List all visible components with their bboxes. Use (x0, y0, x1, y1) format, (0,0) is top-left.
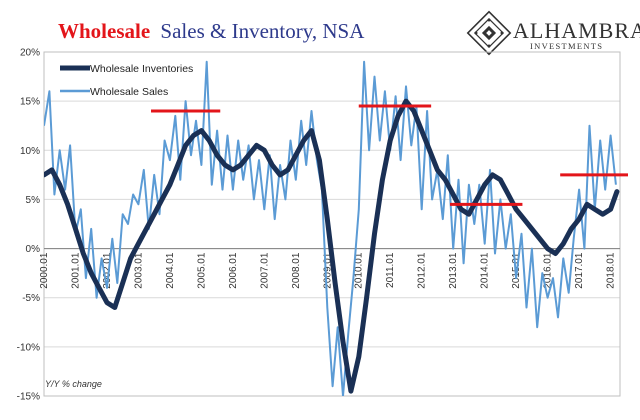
brand-subtitle: INVESTMENTS (530, 41, 603, 51)
legend-label-sales: Wholesale Sales (90, 86, 168, 98)
y-tick-label: 0% (26, 244, 41, 255)
brand-name: ALHAMBRA (513, 18, 640, 43)
x-tick-label: 2018.01 (606, 252, 617, 289)
x-tick-label: 2013.01 (448, 252, 459, 289)
y-tick-label: -10% (17, 342, 40, 353)
x-tick-label: 2007.01 (259, 252, 270, 289)
y-tick-label: -5% (22, 293, 40, 304)
x-tick-label: 2003.01 (133, 252, 144, 289)
x-tick-label: 2016.01 (543, 252, 554, 289)
chart-title: Wholesale Sales & Inventory, NSA (58, 19, 365, 43)
x-tick-label: 2000.01 (39, 252, 50, 289)
chart-title-highlight: Wholesale (58, 19, 150, 43)
x-tick-label: 2017.01 (574, 252, 585, 289)
y-tick-label: 10% (20, 146, 40, 157)
x-tick-label: 2004.01 (165, 252, 176, 289)
x-tick-label: 2001.01 (70, 252, 81, 289)
x-tick-label: 2010.01 (354, 252, 365, 289)
x-tick-label: 2008.01 (291, 252, 302, 289)
y-tick-label: 5% (26, 195, 41, 206)
chart-title-rest: Sales & Inventory, NSA (160, 19, 365, 43)
series-line-wholesale-inventories (44, 98, 620, 394)
y-tick-label: 15% (20, 97, 40, 108)
x-tick-label: 2014.01 (480, 252, 491, 289)
y-tick-label: -15% (17, 392, 40, 403)
x-tick-label: 2011.01 (385, 252, 396, 288)
plot-area: 20% 15% 10% 5% 0% -5% -10% -15% 2000.01 2001.01 20… (17, 48, 628, 403)
y-axis-label: Y/Y % change (45, 379, 102, 389)
x-tick-label: 2012.01 (417, 252, 428, 289)
brand-logo: ALHAMBRA INVESTMENTS (466, 10, 640, 56)
x-tick-label: 2006.01 (228, 252, 239, 289)
legend-label-inventories: Wholesale Inventories (90, 63, 193, 75)
x-tick-label: 2009.01 (322, 252, 333, 289)
y-tick-label: 20% (20, 48, 40, 59)
x-tick-label: 2005.01 (196, 252, 207, 289)
legend: Wholesale Inventories Wholesale Sales (60, 63, 193, 98)
brand-diamond-icon (466, 10, 512, 56)
x-tick-label: 2002.01 (102, 252, 113, 289)
plot-frame (43, 51, 621, 397)
series-line-wholesale-sales (44, 60, 617, 396)
